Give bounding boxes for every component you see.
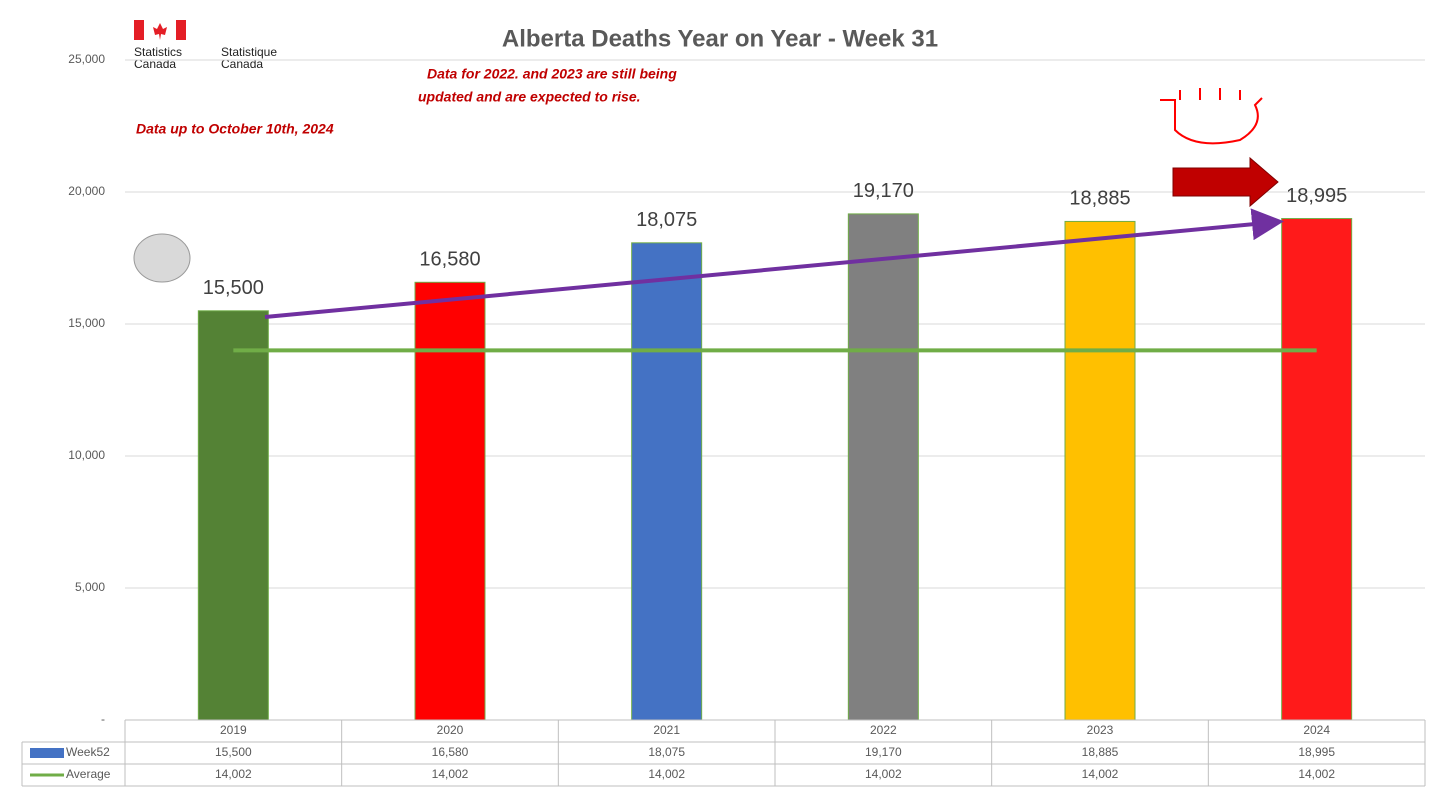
logo-text: Statistics: [134, 45, 182, 59]
red-arrow: [1172, 156, 1279, 208]
table-cell: 18,995: [1298, 745, 1335, 759]
table-cell: 15,500: [215, 745, 252, 759]
table-cell: 16,580: [432, 745, 469, 759]
table-cell: 19,170: [865, 745, 902, 759]
logo: Statistics Canada Statistique Canada: [134, 20, 277, 71]
chart-title: Alberta Deaths Year on Year - Week 31: [502, 25, 938, 52]
data-label: 18,995: [1286, 185, 1347, 207]
data-label: 18,885: [1069, 188, 1130, 210]
flag-bar: [176, 20, 186, 40]
maple-leaf: [153, 23, 167, 40]
legend-label: Average: [66, 767, 111, 781]
elephant-icon: [1160, 88, 1263, 145]
table-cell: 18,075: [648, 745, 685, 759]
trend-arrow: [264, 208, 1284, 319]
data-label: 15,500: [203, 277, 264, 299]
table-cell: 14,002: [215, 767, 252, 781]
bar: [414, 281, 486, 721]
logo-text: Statistique: [221, 45, 277, 59]
y-tick-label: 25,000: [68, 52, 105, 66]
note: updated and are expected to rise.: [418, 89, 641, 105]
table-cell: 14,002: [1298, 767, 1335, 781]
data-label: 16,580: [419, 249, 480, 271]
x-tick-label: 2019: [220, 723, 247, 737]
note: Data for 2022. and 2023 are still being: [427, 66, 677, 82]
note: Data up to October 10th, 2024: [136, 121, 334, 137]
wolf-icon: [133, 233, 191, 283]
table-cell: 14,002: [1082, 767, 1119, 781]
bar: [631, 242, 703, 721]
y-tick-label: 20,000: [68, 184, 105, 198]
x-tick-label: 2020: [437, 723, 464, 737]
bar: [1281, 218, 1353, 721]
y-tick-label: 5,000: [75, 580, 105, 594]
table-cell: 14,002: [865, 767, 902, 781]
legend-label: Week52: [66, 745, 110, 759]
logo-text: Canada: [221, 57, 263, 71]
bar: [1064, 220, 1136, 721]
data-label: 18,075: [636, 209, 697, 231]
x-tick-label: 2021: [653, 723, 680, 737]
table-cell: 14,002: [432, 767, 469, 781]
plot-area: - 5,000 10,000 15,000 20,000 25,000 15,500 16,5…: [21, 52, 1426, 787]
bar: [197, 310, 269, 721]
x-tick-label: 2024: [1303, 723, 1330, 737]
legend-swatch: [30, 748, 64, 758]
y-tick-label: 10,000: [68, 448, 105, 462]
x-tick-label: 2023: [1087, 723, 1114, 737]
flag-bar: [134, 20, 144, 40]
annotation-shapes: [133, 88, 1284, 319]
y-tick-label: -: [101, 712, 105, 726]
x-tick-label: 2022: [870, 723, 897, 737]
table-cell: 14,002: [648, 767, 685, 781]
data-label: 19,170: [853, 180, 914, 202]
y-tick-label: 15,000: [68, 316, 105, 330]
logo-text: Canada: [134, 57, 176, 71]
table-cell: 18,885: [1082, 745, 1119, 759]
bar: [847, 213, 919, 721]
